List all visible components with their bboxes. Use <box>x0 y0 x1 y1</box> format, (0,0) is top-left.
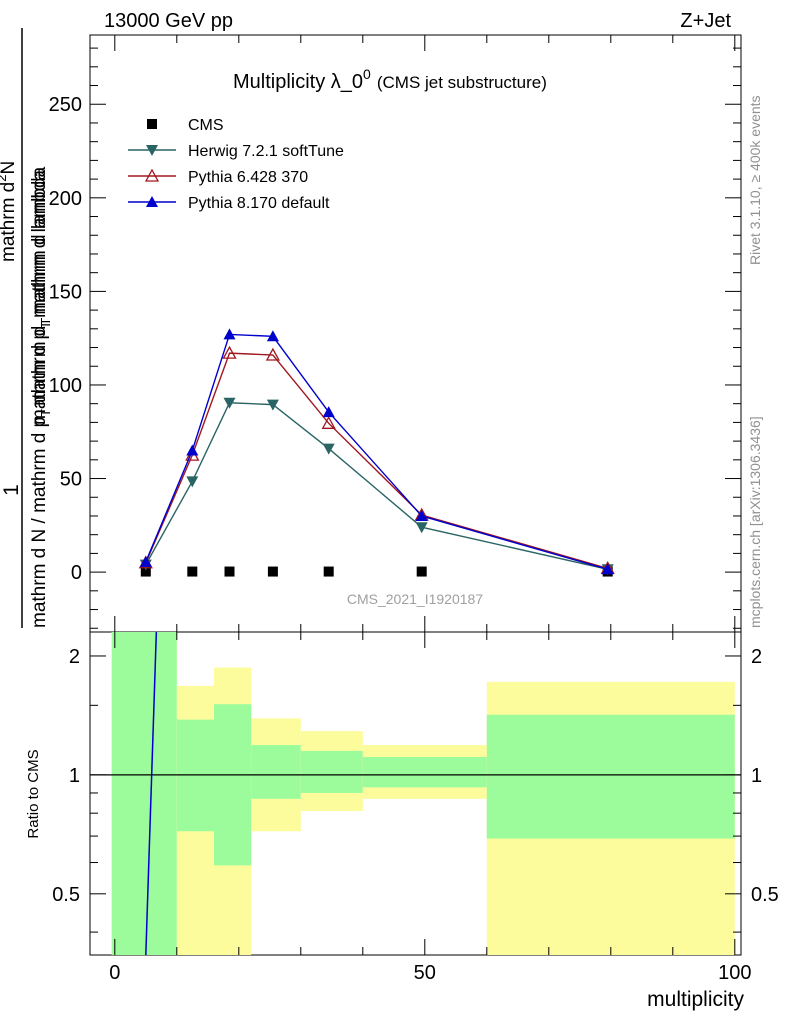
data-point <box>323 566 334 577</box>
data-point <box>186 444 199 456</box>
data-point <box>266 330 279 342</box>
ratio-plot-frame <box>89 631 742 956</box>
legend: CMS Herwig 7.2.1 softTune Pythia 6.428 370… <box>128 117 344 212</box>
data-point <box>267 566 278 577</box>
x-axis-label: multiplicity <box>647 988 744 1011</box>
y-tick-label: 250 <box>49 94 82 116</box>
x-tick-label: 0 <box>109 962 120 984</box>
data-point <box>222 345 237 359</box>
ratio-tick-label: 1 <box>69 765 80 787</box>
data-point <box>265 347 280 361</box>
legend-entry-3: Pythia 8.170 default <box>128 195 330 212</box>
legend-marker <box>146 145 158 156</box>
data-point <box>321 415 336 429</box>
x-tick-label: 100 <box>718 962 751 984</box>
legend-label: Pythia 8.170 default <box>188 195 330 212</box>
legend-entry-0: CMS <box>147 117 224 134</box>
x-tick-label: 50 <box>414 962 436 984</box>
data-point <box>140 566 151 577</box>
y-label-numerator-rest: mathrm d pTmathrm d lambda <box>29 170 53 425</box>
legend-marker <box>147 119 157 129</box>
rivet-label: Rivet 3.1.10, ≥ 400k events <box>747 95 763 265</box>
data-layer <box>138 328 615 577</box>
y-label-numerator: mathrm d2N <box>0 161 19 262</box>
mcplots-label: mcplots.cern.ch [arXiv:1306.3436] <box>747 416 763 628</box>
series-line-1 <box>145 402 608 570</box>
data-point <box>187 566 198 577</box>
header-energy: 13000 GeV pp <box>104 10 233 32</box>
ratio-marks <box>90 631 741 956</box>
ratio-band-green-5 <box>362 756 487 788</box>
series-1 <box>139 397 614 576</box>
series-0 <box>140 566 613 577</box>
legend-label: Pythia 6.428 370 <box>188 169 308 186</box>
y-label-one: 1 <box>0 484 23 496</box>
data-point <box>186 476 199 488</box>
ratio-tick-label-right: 0.5 <box>751 884 779 906</box>
data-point <box>223 328 236 340</box>
y-tick-label: 200 <box>49 188 82 210</box>
ratio-tick-label-right: 2 <box>751 646 762 668</box>
ratio-tick-label: 2 <box>69 646 80 668</box>
data-point <box>415 509 428 521</box>
data-point <box>416 566 427 577</box>
data-point <box>139 555 152 567</box>
y-tick-label: 50 <box>60 469 82 491</box>
series-2 <box>138 345 615 575</box>
legend-label: Herwig 7.2.1 softTune <box>188 143 344 160</box>
ratio-band-green-2 <box>214 704 252 866</box>
series-line-2 <box>145 352 608 570</box>
legend-label: CMS <box>188 117 224 134</box>
ratio-tick-label-right: 1 <box>751 765 762 787</box>
y-tick-label: 0 <box>71 562 82 584</box>
data-point <box>601 563 614 575</box>
ratio-band-green-6 <box>486 714 735 839</box>
ratio-bands <box>111 632 735 955</box>
ratio-band-green-4 <box>300 750 363 793</box>
y-axis-label: 1 mathrm d N / mathrm d pTmathrm dTmathr… <box>0 28 53 628</box>
ratio-tick-label: 0.5 <box>52 884 80 906</box>
data-point <box>322 406 335 418</box>
y-tick-label: 100 <box>49 375 82 397</box>
data-point <box>224 566 235 577</box>
legend-entry-2: Pythia 6.428 370 <box>128 168 308 186</box>
analysis-watermark: CMS_2021_I1920187 <box>347 591 483 607</box>
data-point <box>223 397 236 409</box>
legend-marker <box>144 168 160 182</box>
y-label-denominator: mathrm d N / mathrm d pTmathrm dTmathrm … <box>29 166 53 628</box>
ratio-y-label: Ratio to CMS <box>25 749 42 838</box>
legend-entry-1: Herwig 7.2.1 softTune <box>128 143 344 160</box>
ratio-band-green-3 <box>251 745 301 799</box>
legend-marker <box>146 196 158 207</box>
series-3 <box>139 328 614 575</box>
series-line-3 <box>145 333 608 570</box>
main-ticks: 0 50 100 150 200 250 <box>49 35 741 632</box>
ratio-ticks: 0 50 100 0.5 0.5 1 1 2 2 <box>52 632 779 984</box>
ratio-band-green-0 <box>111 632 177 955</box>
header-process: Z+Jet <box>680 10 731 32</box>
data-point <box>415 522 428 534</box>
data-point <box>322 443 335 455</box>
data-point <box>266 399 279 411</box>
ratio-line-pythia8 <box>145 631 158 956</box>
chart-title: Multiplicity λ_00 (CMS jet substructure) <box>233 66 547 93</box>
y-tick-label: 150 <box>49 281 82 303</box>
